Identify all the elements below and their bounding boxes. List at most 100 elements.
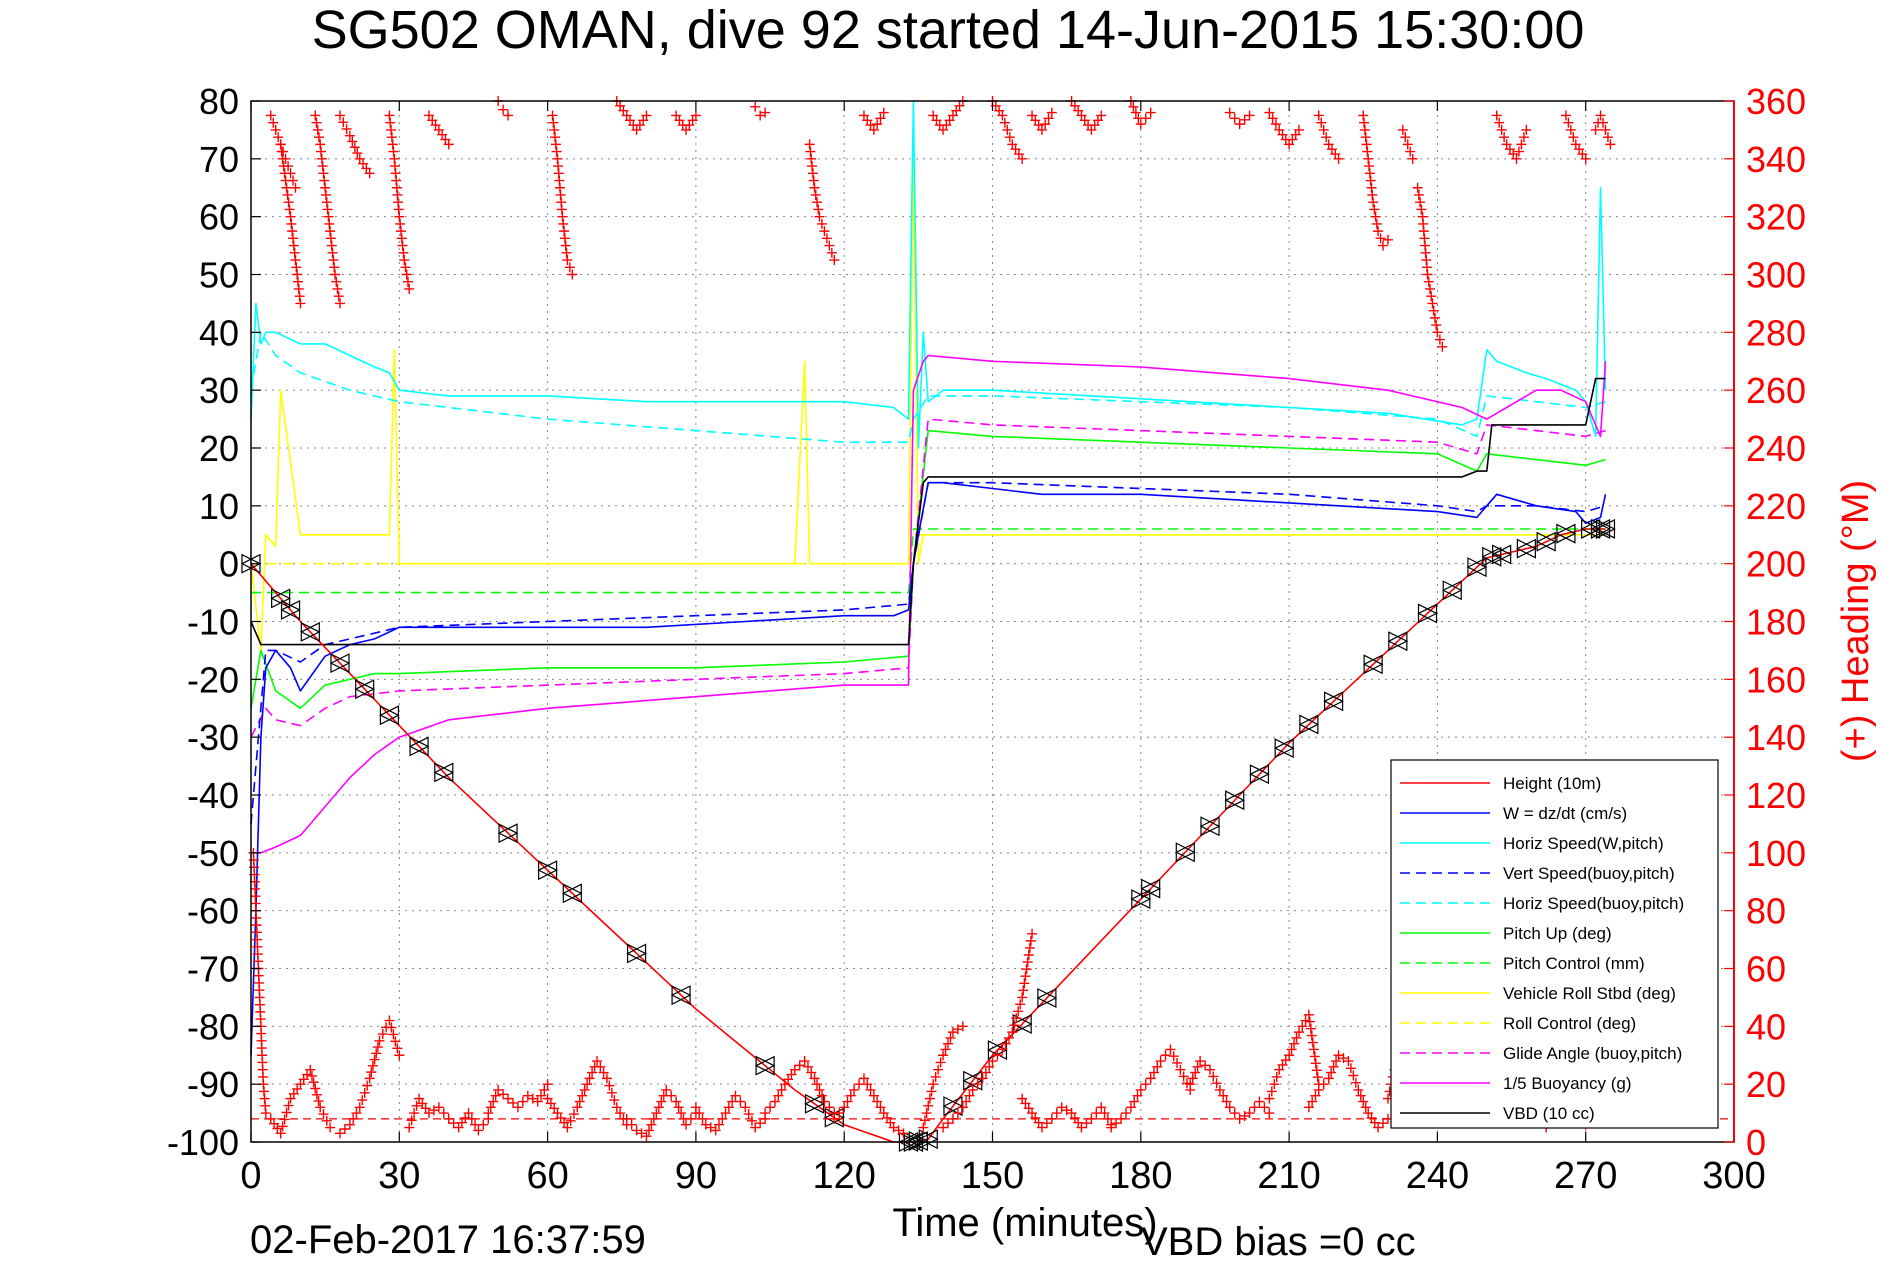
heading-point	[1369, 204, 1380, 215]
height-marker-left	[626, 943, 647, 964]
heading-point	[321, 1115, 332, 1126]
heading-point	[377, 1029, 388, 1040]
heading-point	[1264, 1093, 1275, 1104]
heading-point	[279, 1114, 290, 1125]
heading-point	[945, 1032, 956, 1043]
heading-point	[367, 1060, 378, 1071]
height-marker-left	[280, 599, 301, 620]
heading-point	[794, 1060, 805, 1071]
heading-point	[807, 168, 818, 179]
heading-point	[290, 182, 301, 193]
heading-point	[957, 1102, 968, 1113]
heading-point	[760, 107, 771, 118]
height-marker-left	[1249, 764, 1270, 785]
heading-point	[805, 146, 816, 157]
heading-point	[283, 161, 294, 172]
heading-point	[1590, 124, 1601, 135]
height-marker-left	[1362, 654, 1383, 675]
heading-point	[1017, 992, 1028, 1003]
heading-point	[661, 1084, 672, 1095]
heading-point	[606, 1087, 617, 1098]
heading-point	[898, 1128, 909, 1139]
height-marker-left	[1011, 1014, 1032, 1034]
heading-point	[1413, 189, 1424, 200]
heading-point	[646, 1119, 657, 1130]
heading-point	[804, 139, 815, 150]
heading-point	[1271, 1071, 1282, 1082]
heading-point	[834, 1108, 845, 1119]
heading-point	[1190, 1067, 1201, 1078]
heading-point	[1434, 334, 1445, 345]
height-marker-left	[433, 762, 454, 783]
heading-point	[656, 1096, 667, 1107]
heading-point	[1305, 1023, 1316, 1034]
heading-point	[498, 104, 509, 115]
legend-label: Pitch Control (mm)	[1503, 954, 1645, 973]
heading-point	[568, 1109, 579, 1120]
heading-point	[579, 1084, 590, 1095]
heading-point	[1297, 1021, 1308, 1032]
heading-point	[317, 161, 328, 172]
y2-axis-label: (+) Heading (°M)	[1835, 480, 1877, 762]
x-tick-label: 30	[378, 1155, 420, 1197]
heading-point	[384, 110, 395, 121]
heading-point	[1023, 950, 1034, 961]
heading-point	[1568, 132, 1579, 143]
series-line-0	[250, 528, 1606, 1143]
heading-point	[1598, 117, 1608, 128]
heading-point	[323, 211, 334, 222]
y2-axis-ticks: 0 20 40 60 80 100 120 140 160 180 200 220 240 260 280 3…	[1724, 81, 1806, 1163]
heading-point	[1368, 197, 1379, 208]
height-marker-left	[1140, 878, 1161, 899]
heading-point	[386, 1022, 397, 1033]
heading-point	[574, 1096, 585, 1107]
height-marker-left	[497, 823, 518, 844]
heading-point	[565, 1115, 576, 1126]
heading-point	[1358, 1096, 1369, 1107]
heading-point	[463, 1108, 474, 1119]
y2-tick-label: 200	[1746, 544, 1806, 585]
heading-point	[320, 189, 331, 200]
x-axis-label: Time (minutes)	[892, 1201, 1157, 1245]
heading-point	[364, 168, 375, 179]
heading-point	[1437, 341, 1448, 352]
y2-tick-label: 0	[1746, 1122, 1766, 1163]
heading-point	[559, 226, 570, 237]
heading-point	[1371, 218, 1382, 229]
x-tick-label: 300	[1702, 1155, 1765, 1197]
heading-point	[270, 124, 281, 135]
heading-point	[1086, 1113, 1097, 1124]
heading-point	[1424, 283, 1435, 294]
y2-tick-label: 140	[1746, 717, 1806, 758]
heading-point	[1229, 113, 1240, 124]
heading-point	[992, 1050, 1003, 1061]
heading-point	[1308, 1044, 1319, 1055]
heading-point	[291, 262, 302, 273]
y-tick-label: -50	[187, 833, 239, 874]
heading-point	[1565, 124, 1576, 135]
heading-point	[1422, 269, 1433, 280]
heading-point	[947, 1113, 958, 1124]
heading-point	[1316, 117, 1327, 128]
heading-point	[329, 262, 340, 273]
heading-point	[1367, 189, 1378, 200]
heading-point	[809, 1073, 820, 1084]
heading-point	[320, 182, 331, 193]
heading-point	[1343, 1056, 1354, 1067]
heading-point	[1313, 1084, 1324, 1095]
y-tick-label: 50	[199, 255, 239, 296]
heading-point	[561, 247, 572, 258]
heading-point	[260, 1108, 271, 1119]
heading-point	[438, 1108, 449, 1119]
heading-point	[713, 1119, 724, 1130]
heading-point	[829, 1113, 840, 1124]
heading-point	[372, 1042, 383, 1053]
heading-point	[1428, 305, 1439, 316]
heading-point	[1312, 1072, 1323, 1083]
y2-tick-label: 280	[1746, 312, 1806, 353]
heading-point	[676, 1108, 687, 1119]
heading-point	[773, 1090, 784, 1101]
y-tick-label: -40	[187, 775, 239, 816]
chart-title: SG502 OMAN, dive 92 started 14-Jun-2015 …	[312, 0, 1585, 60]
heading-point	[1293, 124, 1304, 135]
